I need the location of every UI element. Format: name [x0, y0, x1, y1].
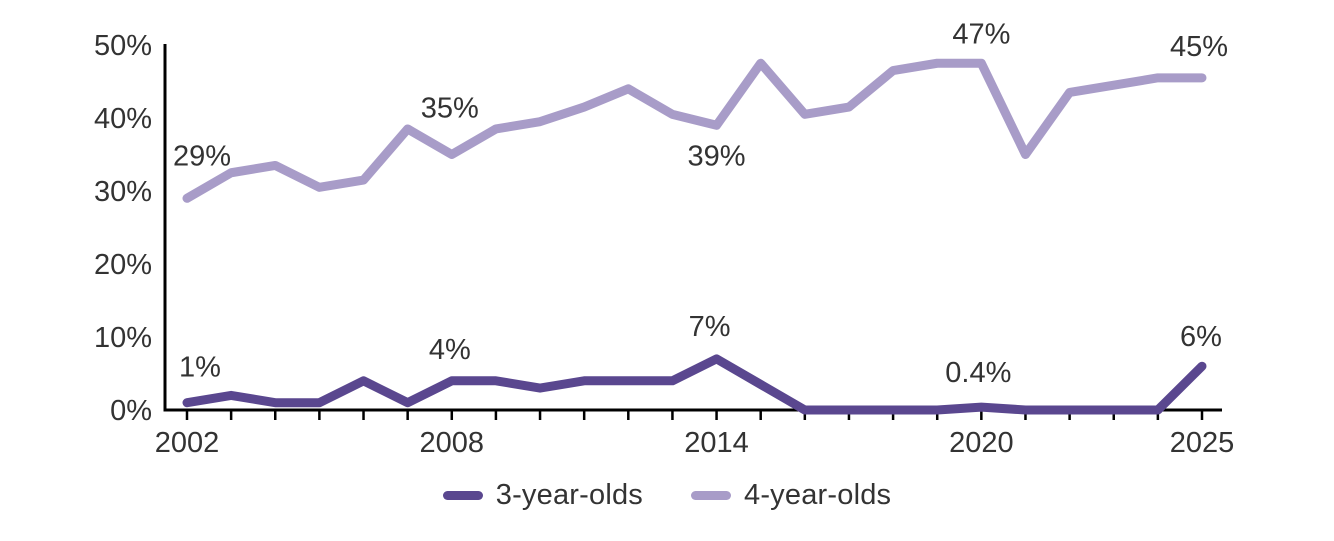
y-tick-label-30: 30% — [94, 176, 152, 208]
legend-dash-4-year-olds-icon — [691, 491, 731, 500]
legend-item-3-year-olds: 3-year-olds — [442, 479, 643, 511]
legend-dash-3-year-olds-icon — [442, 491, 483, 500]
annotation-4-year-olds-2002: 29% — [173, 140, 231, 172]
legend-item-4-year-olds: 4-year-olds — [691, 481, 891, 510]
x-tick-label-2020: 2020 — [949, 427, 1014, 459]
series-line-4-year-olds — [182, 58, 1207, 203]
series-line-3-year-olds — [182, 354, 1207, 415]
x-tick-label-2025: 2025 — [1170, 427, 1235, 459]
annotation-3-year-olds-2020: 0.4% — [945, 357, 1011, 389]
legend-label-3-year-olds: 3-year-olds — [495, 479, 643, 511]
chart-legend: 3-year-olds 4-year-olds — [0, 481, 1334, 510]
y-tick-label-10: 10% — [94, 322, 152, 354]
legend-label-4-year-olds: 4-year-olds — [744, 479, 892, 511]
y-tick-label-50: 50% — [94, 30, 152, 62]
x-tick-label-2008: 2008 — [420, 427, 485, 459]
annotation-3-year-olds-2002: 1% — [179, 352, 221, 384]
x-tick-label-2014: 2014 — [684, 427, 749, 459]
y-tick-label-20: 20% — [94, 249, 152, 281]
annotation-3-year-olds-2025: 6% — [1180, 321, 1222, 353]
annotation-4-year-olds-2014: 39% — [688, 140, 746, 172]
annotation-4-year-olds-2025: 45% — [1170, 31, 1228, 63]
y-tick-label-0: 0% — [110, 395, 152, 427]
annotation-4-year-olds-2020: 47% — [952, 18, 1010, 50]
annotation-4-year-olds-2008: 35% — [421, 93, 479, 125]
annotation-3-year-olds-2008: 4% — [429, 334, 471, 366]
annotation-3-year-olds-2014: 7% — [689, 311, 731, 343]
x-tick-label-2002: 2002 — [155, 427, 220, 459]
y-tick-label-40: 40% — [94, 103, 152, 135]
